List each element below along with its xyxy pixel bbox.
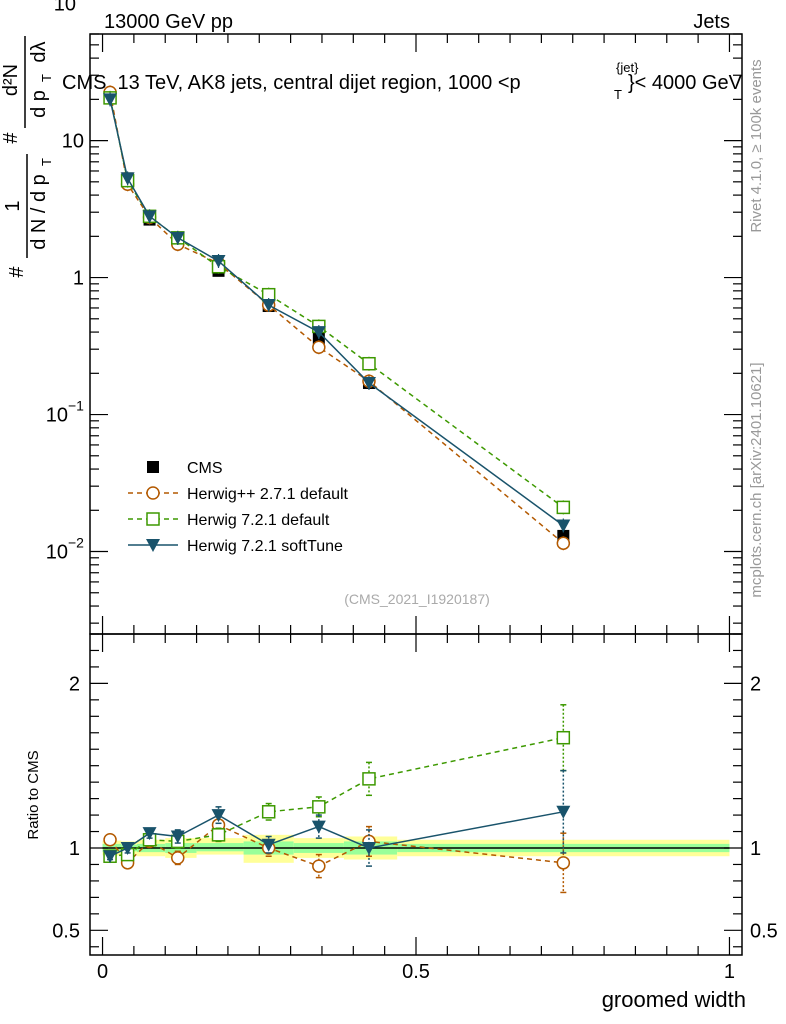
uncertainty-band-inner (196, 843, 244, 852)
plot-title-sup: {jet} (616, 60, 639, 75)
x-tick-label: 1 (724, 961, 735, 983)
main-y-tick-label: 10 (62, 131, 84, 153)
legend-label: Herwig 7.2.1 softTune (187, 538, 343, 555)
ratio-point-herwig721 (312, 800, 326, 814)
data-point-softtune (311, 326, 326, 340)
header-right: Jets (693, 11, 730, 33)
ratio-y-tick-label-right: 1 (750, 838, 761, 860)
ratio-point-softtune (170, 830, 185, 844)
series-line-herwig721 (109, 97, 564, 509)
data-point-herwig721 (556, 500, 571, 515)
main-y-tick-label: 10 (46, 405, 68, 427)
ratio-point-softtune (103, 850, 118, 864)
legend: CMS Herwig++ 2.7.1 default Herwig 7.2.1 de… (128, 460, 349, 555)
legend-label: Herwig 7.2.1 default (187, 512, 330, 529)
ratio-panel: 0.5 0.5 1 1 2 2 0 0.5 1 (52, 633, 778, 983)
main-panel: 10−210−1110102 (46, 0, 743, 635)
main-y-tick-exp: −2 (68, 535, 84, 551)
plot-title-sub: T (614, 87, 622, 102)
ratio-frame (89, 633, 743, 956)
ylabel-hash-2: # (0, 132, 22, 144)
data-point-softtune (120, 172, 135, 186)
ylabel-frac2-num: d²N (0, 64, 22, 96)
ratio-point-herwig721 (362, 772, 376, 786)
ratio-point-softtune (361, 842, 376, 855)
ratio-point-herwigpp (556, 856, 571, 870)
ratio-point-softtune (556, 805, 571, 819)
data-point-softtune (361, 376, 376, 390)
main-y-tick-label: 10 (46, 542, 68, 564)
ratio-y-tick-label-right: 0.5 (750, 920, 778, 942)
ylabel-frac2-den: d p (28, 90, 50, 118)
x-tick-label: 0 (97, 961, 108, 983)
legend-label: Herwig++ 2.7.1 default (187, 486, 349, 503)
ratio-point-herwigpp (312, 859, 326, 873)
ratio-point-softtune (211, 809, 226, 823)
ratio-y-tick-label-right: 2 (750, 673, 761, 695)
ratio-point-herwigpp (171, 851, 185, 865)
legend-label: CMS (187, 460, 223, 477)
ylabel-frac1-den-sub: T (39, 158, 54, 166)
main-y-tick-label: 10 (54, 0, 76, 16)
analysis-tag: (CMS_2021_I1920187) (344, 591, 490, 607)
ylabel-frac2-den-sub: T (39, 74, 54, 82)
series-line-softtune (109, 99, 564, 527)
ratio-point-herwigpp (103, 833, 117, 847)
main-ylabel: # 1 d N / d p T # d²N d p T dλ (0, 36, 54, 278)
legend-marker-softtune (146, 539, 160, 552)
main-y-tick-exp: 2 (76, 0, 84, 3)
ratio-point-softtune (120, 842, 135, 855)
side-label-rivet: Rivet 4.1.0, ≥ 100k events (748, 59, 765, 232)
legend-marker-herwigpp (146, 486, 160, 500)
data-point-softtune (211, 255, 226, 269)
ratio-point-herwig721 (556, 730, 571, 745)
ylabel-frac2-den-tail: dλ (28, 41, 50, 62)
data-point-softtune (556, 519, 571, 533)
legend-marker-herwig721 (146, 512, 160, 526)
main-y-tick-label: 1 (73, 268, 84, 290)
ratio-ylabel: Ratio to CMS (25, 750, 42, 839)
ylabel-frac1-num: 1 (2, 200, 24, 211)
ratio-y-tick-label: 0.5 (52, 920, 80, 942)
ratio-point-softtune (311, 820, 326, 834)
header-left: 13000 GeV pp (104, 11, 233, 33)
data-point-softtune (103, 93, 118, 107)
data-point-herwigpp (312, 340, 326, 354)
plot-title-main: CMS, 13 TeV, AK8 jets, central dijet reg… (62, 72, 521, 94)
data-point-softtune (261, 299, 276, 313)
xlabel: groomed width (602, 987, 746, 1012)
ratio-point-herwig721 (211, 828, 226, 842)
ratio-y-tick-label: 2 (69, 673, 80, 695)
ylabel-frac1-den: d N / d p (28, 174, 50, 250)
plot-title: CMS, 13 TeV, AK8 jets, central dijet reg… (62, 72, 521, 94)
legend-marker-cms (147, 461, 159, 473)
data-point-softtune (142, 210, 157, 224)
data-point-softtune (170, 231, 185, 245)
ratio-y-tick-label: 1 (69, 838, 80, 860)
ratio-point-softtune (261, 838, 276, 852)
side-label-mcplots: mcplots.cern.ch [arXiv:2401.10621] (748, 362, 765, 597)
x-tick-label: 0.5 (402, 961, 430, 983)
ratio-point-herwig721 (261, 805, 276, 819)
plot-title-tail: }< 4000 GeV (628, 72, 743, 94)
ylabel-hash-1: # (6, 266, 28, 278)
data-point-herwig721 (362, 356, 376, 371)
data-point-herwigpp (556, 536, 571, 550)
main-y-tick-exp: −1 (68, 398, 84, 414)
ratio-point-softtune (142, 827, 157, 841)
